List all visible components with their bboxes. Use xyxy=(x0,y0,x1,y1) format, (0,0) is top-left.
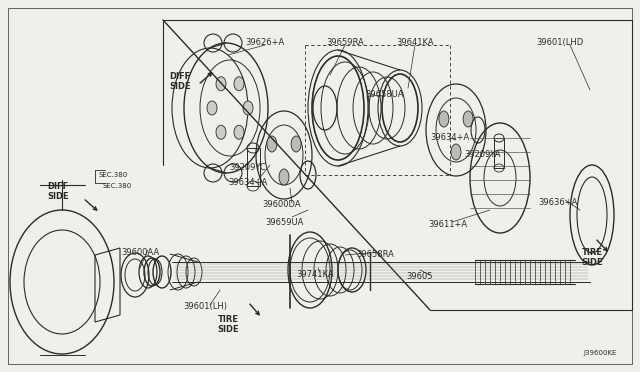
Text: 39605: 39605 xyxy=(407,272,433,281)
Text: SEC.380: SEC.380 xyxy=(102,183,132,189)
Bar xyxy=(247,148,260,186)
Text: DIFF
SIDE: DIFF SIDE xyxy=(47,182,69,201)
Text: 39209YA: 39209YA xyxy=(465,150,501,159)
Ellipse shape xyxy=(291,136,301,152)
Text: 39659RA: 39659RA xyxy=(326,38,364,47)
Ellipse shape xyxy=(234,125,244,139)
Ellipse shape xyxy=(207,101,217,115)
Text: 39611+A: 39611+A xyxy=(428,220,468,229)
Text: 39659UA: 39659UA xyxy=(265,218,303,227)
Text: SEC.380: SEC.380 xyxy=(99,172,127,178)
Text: 39658RA: 39658RA xyxy=(356,250,394,259)
Text: 39209YC: 39209YC xyxy=(230,163,266,172)
Text: 39634+A: 39634+A xyxy=(228,178,268,187)
Ellipse shape xyxy=(279,169,289,185)
Text: DIFF
SIDE: DIFF SIDE xyxy=(169,72,191,92)
Text: 39600AA: 39600AA xyxy=(121,248,159,257)
Ellipse shape xyxy=(451,144,461,160)
Bar xyxy=(494,138,504,168)
Text: 39636+A: 39636+A xyxy=(538,198,578,207)
Ellipse shape xyxy=(439,111,449,127)
Text: 39601(LHD: 39601(LHD xyxy=(536,38,584,47)
Ellipse shape xyxy=(216,77,226,91)
Text: 39741KA: 39741KA xyxy=(296,270,334,279)
Text: 39601(LH): 39601(LH) xyxy=(183,302,227,311)
Text: 39641KA: 39641KA xyxy=(396,38,434,47)
Ellipse shape xyxy=(243,101,253,115)
Text: 39626+A: 39626+A xyxy=(245,38,285,47)
Ellipse shape xyxy=(234,77,244,91)
Ellipse shape xyxy=(463,111,473,127)
Text: TIRE
SIDE: TIRE SIDE xyxy=(217,315,239,334)
Text: J39600KE: J39600KE xyxy=(583,350,617,356)
Text: 39600DA: 39600DA xyxy=(262,200,301,209)
Text: TIRE
SIDE: TIRE SIDE xyxy=(581,248,603,267)
Ellipse shape xyxy=(216,125,226,139)
Text: 39634+A: 39634+A xyxy=(430,133,470,142)
Ellipse shape xyxy=(267,136,277,152)
Text: 39658UA: 39658UA xyxy=(365,90,404,99)
